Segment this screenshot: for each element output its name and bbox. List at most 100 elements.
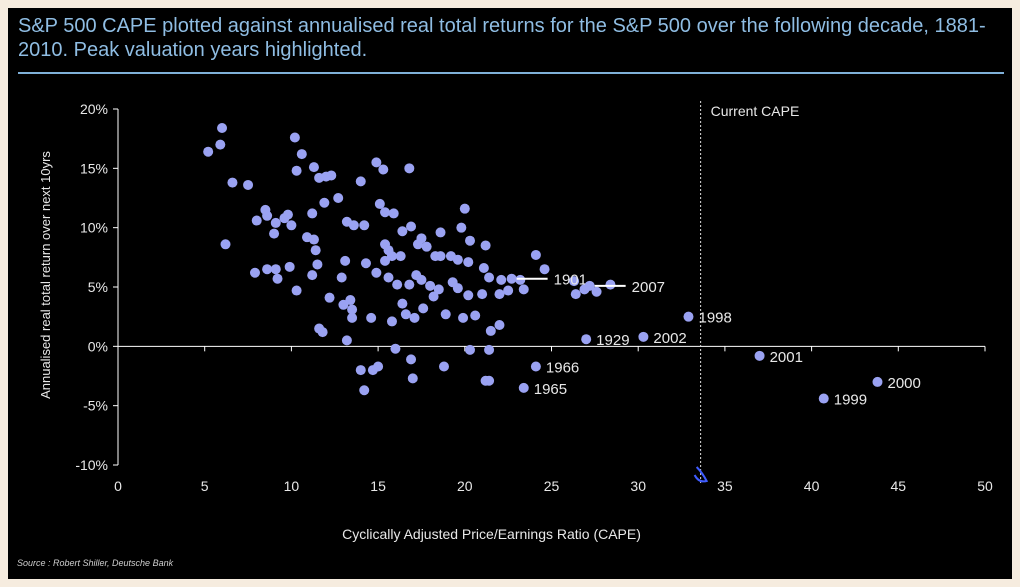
data-point [336,272,347,283]
data-point [262,264,273,275]
data-point [340,255,351,266]
data-point [392,279,403,290]
data-point [359,385,370,396]
data-point [291,165,302,176]
data-point [380,255,391,266]
year-label: 1965 [534,381,567,398]
data-point [374,198,385,209]
year-label: 1999 [834,392,867,409]
data-point [251,215,262,226]
year-label: 1901 [554,272,587,289]
data-point [484,272,495,283]
y-tick-label: 5% [88,279,108,295]
x-tick-label: 25 [544,478,560,494]
data-point [416,233,427,244]
data-point [296,149,307,160]
data-point [452,283,463,294]
data-point [312,259,323,270]
chart-frame: S&P 500 CAPE plotted against annualised … [8,8,1012,579]
data-point [407,373,418,384]
year-label: 2000 [887,375,920,392]
highlighted-point [530,361,541,372]
data-point [518,284,529,295]
data-point [319,197,330,208]
x-tick-label: 30 [630,478,646,494]
y-axis-title: Annualised real total return over next 1… [38,151,53,399]
data-point [428,291,439,302]
data-point [438,361,449,372]
data-point [397,226,408,237]
data-point [215,139,226,150]
data-point [539,264,550,275]
x-tick-label: 20 [457,478,473,494]
highlighted-point [581,334,592,345]
data-point [371,267,382,278]
data-point [452,254,463,265]
data-point [310,245,321,256]
x-tick-label: 5 [201,478,209,494]
data-point [478,263,489,274]
x-tick-label: 40 [804,478,820,494]
data-point [284,261,295,272]
x-tick-label: 50 [977,478,993,494]
data-point [459,203,470,214]
data-point [416,274,427,285]
data-point [433,284,444,295]
highlighted-point [872,376,883,387]
highlighted-point [754,350,765,361]
data-point [496,274,507,285]
data-point [404,279,415,290]
data-point [484,344,495,355]
data-point [380,207,391,218]
x-tick-label: 35 [717,478,733,494]
data-point [317,327,328,338]
data-point [503,285,514,296]
data-point [348,220,359,231]
data-point [373,361,384,372]
x-tick-label: 15 [370,478,386,494]
data-point [400,309,411,320]
title-divider [18,72,1004,74]
highlighted-point [506,273,517,284]
data-point [359,220,370,231]
data-point [333,193,344,203]
data-point [485,325,496,336]
data-point [456,222,467,233]
data-point [360,258,371,269]
data-point [291,285,302,296]
data-point [465,235,476,246]
data-point [286,220,297,231]
y-tick-label: 15% [80,160,108,176]
data-point [347,304,358,315]
data-point [269,228,280,239]
data-point [458,312,469,323]
y-tick-label: 10% [80,220,108,236]
data-point [388,208,399,219]
data-point [418,303,429,314]
highlighted-point [518,382,529,393]
x-tick-label: 0 [114,478,122,494]
data-point [371,157,382,168]
data-point [406,221,417,232]
data-point [390,343,401,354]
current-cape-label: Current CAPE [711,103,800,119]
data-point [570,289,581,300]
data-point [494,289,505,300]
data-point [307,208,318,219]
y-tick-label: 0% [88,338,108,354]
data-point [386,316,397,327]
data-point [465,344,476,355]
data-point [355,365,366,376]
year-label: 1929 [596,332,629,349]
data-point [605,279,616,290]
data-point [515,274,526,285]
y-tick-label: -5% [83,398,108,414]
year-label: 2002 [653,330,686,347]
data-point [338,299,349,310]
year-label: 1998 [698,310,731,327]
data-point [227,177,238,188]
data-point [262,210,273,221]
data-point [289,132,300,143]
highlighted-point [638,331,649,342]
data-point [272,273,283,284]
